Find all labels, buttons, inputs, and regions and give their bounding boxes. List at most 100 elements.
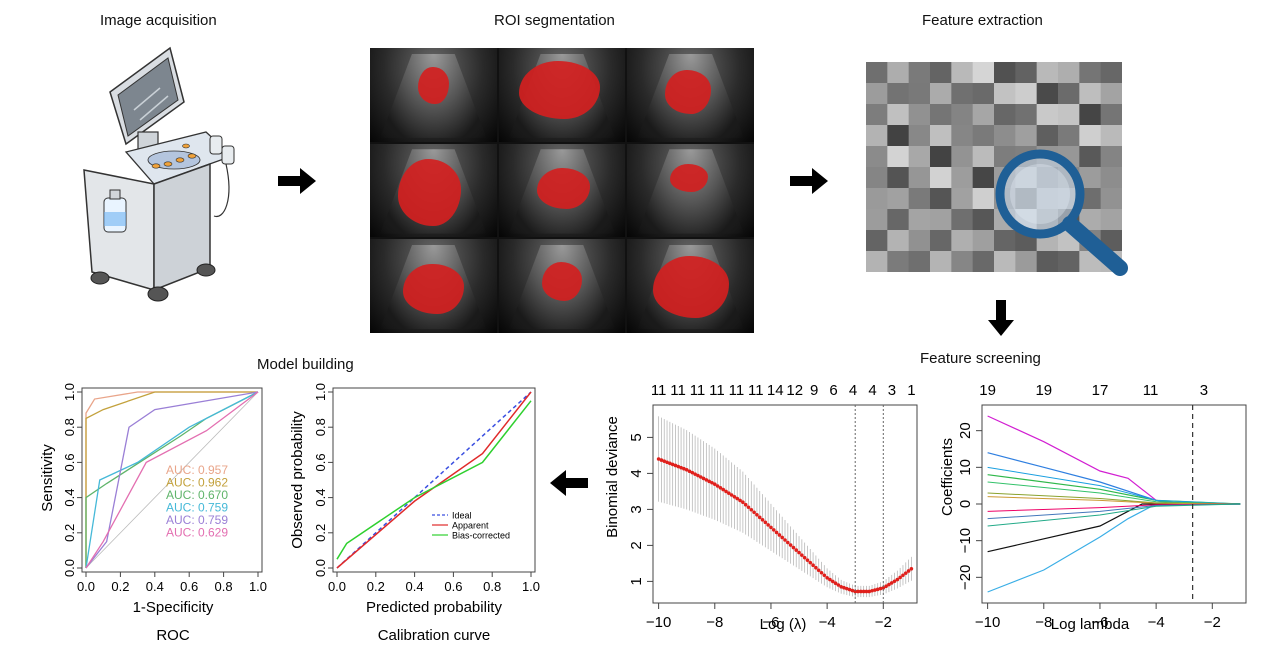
pixel-cell xyxy=(866,188,888,210)
pixel-cell xyxy=(1058,104,1080,126)
auc-label: AUC: 0.759 xyxy=(166,513,228,527)
pixel-cell xyxy=(908,188,931,210)
deviance-point xyxy=(729,493,734,497)
pixel-cell xyxy=(930,167,952,189)
pixel-cell xyxy=(1015,251,1038,272)
deviance-point xyxy=(696,473,700,478)
arrow-right-icon xyxy=(278,168,316,194)
ultrasound-image xyxy=(370,143,497,238)
pixel-cell xyxy=(1058,251,1080,272)
deviance-point xyxy=(819,570,824,575)
deviance-point xyxy=(668,461,672,466)
y-tick-label: 20 xyxy=(957,422,974,439)
ultrasound-image xyxy=(498,143,626,238)
top-tick-label: 11 xyxy=(670,382,686,399)
pixel-cell xyxy=(930,125,952,147)
pixel-cell xyxy=(1015,125,1038,147)
top-tick-label: 11 xyxy=(748,382,764,399)
pixel-cell xyxy=(1100,125,1122,147)
auc-label: AUC: 0.957 xyxy=(166,463,228,477)
deviance-point xyxy=(898,575,902,580)
x-tick-label: 0.6 xyxy=(180,579,198,594)
deviance-point xyxy=(704,478,709,482)
ultrasound-image xyxy=(498,239,626,333)
deviance-point xyxy=(690,470,695,475)
coef-path xyxy=(987,503,1241,593)
x-tick-label: −4 xyxy=(1148,614,1165,631)
deviance-point xyxy=(727,491,731,495)
pixel-cell xyxy=(972,104,995,126)
pixel-cell xyxy=(972,188,995,210)
series-line xyxy=(336,391,532,569)
pixel-cell xyxy=(1058,62,1080,84)
coef-path xyxy=(987,452,1241,505)
deviance-point xyxy=(881,586,886,590)
deviance-point xyxy=(760,518,765,522)
deviance-point xyxy=(777,533,782,537)
y-tick-label: −20 xyxy=(957,565,974,590)
top-tick-label: 3 xyxy=(1200,382,1208,399)
deviance-point xyxy=(847,587,852,592)
deviance-ylabel: Binomial deviance xyxy=(604,416,621,538)
x-tick-label: 1.0 xyxy=(249,579,267,594)
pixel-cell xyxy=(866,251,888,272)
deviance-point xyxy=(755,513,759,517)
top-tick-label: 12 xyxy=(786,382,803,399)
deviance-point xyxy=(662,459,667,463)
y-tick-label: 0.8 xyxy=(62,418,77,436)
coef-path xyxy=(987,503,1241,520)
y-tick-label: 0.8 xyxy=(313,418,328,436)
auc-label: AUC: 0.759 xyxy=(166,501,228,515)
pixel-cell xyxy=(866,209,888,231)
deviance-point xyxy=(698,475,703,479)
pixel-cell xyxy=(951,62,974,84)
arrow-left-icon xyxy=(550,470,588,496)
pixel-cell xyxy=(951,230,974,252)
deviance-point xyxy=(735,496,740,501)
x-tick-label: −6 xyxy=(1091,614,1108,631)
pixel-cell xyxy=(887,146,910,168)
roc-title: ROC xyxy=(156,627,190,644)
calibration-chart: 0.00.0 0.2 0.2 0.4 0.4 0.6 0.6 0.8 0.8 1.0 1.0 Idea… xyxy=(289,383,540,644)
pixel-cell xyxy=(908,83,931,105)
stage-title-segmentation: ROI segmentation xyxy=(494,12,615,29)
top-tick-label: 11 xyxy=(1143,382,1159,399)
deviance-point xyxy=(878,586,883,591)
deviance-point xyxy=(684,468,689,472)
plot-frame xyxy=(652,404,918,604)
deviance-point xyxy=(808,560,813,565)
ultrasound-image xyxy=(370,239,497,333)
deviance-point xyxy=(659,458,664,462)
deviance-point xyxy=(701,476,706,481)
deviance-point xyxy=(712,482,717,486)
x-tick-label: −6 xyxy=(762,614,779,631)
pixel-cell xyxy=(951,83,974,105)
deviance-point xyxy=(828,577,832,582)
pixel-cell xyxy=(887,230,910,252)
series-line xyxy=(85,391,259,569)
x-tick-label: −10 xyxy=(646,614,671,631)
top-tick-label: 4 xyxy=(849,382,857,399)
pixel-cell xyxy=(908,209,931,231)
deviance-point xyxy=(889,581,894,585)
pixel-cell xyxy=(866,230,888,252)
pixel-cell xyxy=(908,251,931,272)
series-line xyxy=(85,391,259,569)
deviance-point xyxy=(763,520,768,525)
pixel-cell xyxy=(994,125,1016,147)
stage-title-screening: Feature screening xyxy=(920,350,1041,367)
top-tick-label: 14 xyxy=(767,382,784,399)
legend-label: Apparent xyxy=(452,521,489,531)
deviance-point xyxy=(687,469,692,474)
pixel-cell xyxy=(908,230,931,252)
y-tick-label: 1.0 xyxy=(62,383,77,401)
deviance-point xyxy=(718,486,723,490)
coef-xlabel: Log lambda xyxy=(1051,616,1130,633)
x-tick-label: 0.4 xyxy=(146,579,164,594)
top-tick-label: 11 xyxy=(651,382,667,399)
pixel-cell xyxy=(930,104,952,126)
deviance-point xyxy=(693,472,697,476)
pixel-cell xyxy=(887,125,910,147)
x-tick-label: 0.2 xyxy=(111,579,129,594)
plot-frame xyxy=(81,387,263,573)
